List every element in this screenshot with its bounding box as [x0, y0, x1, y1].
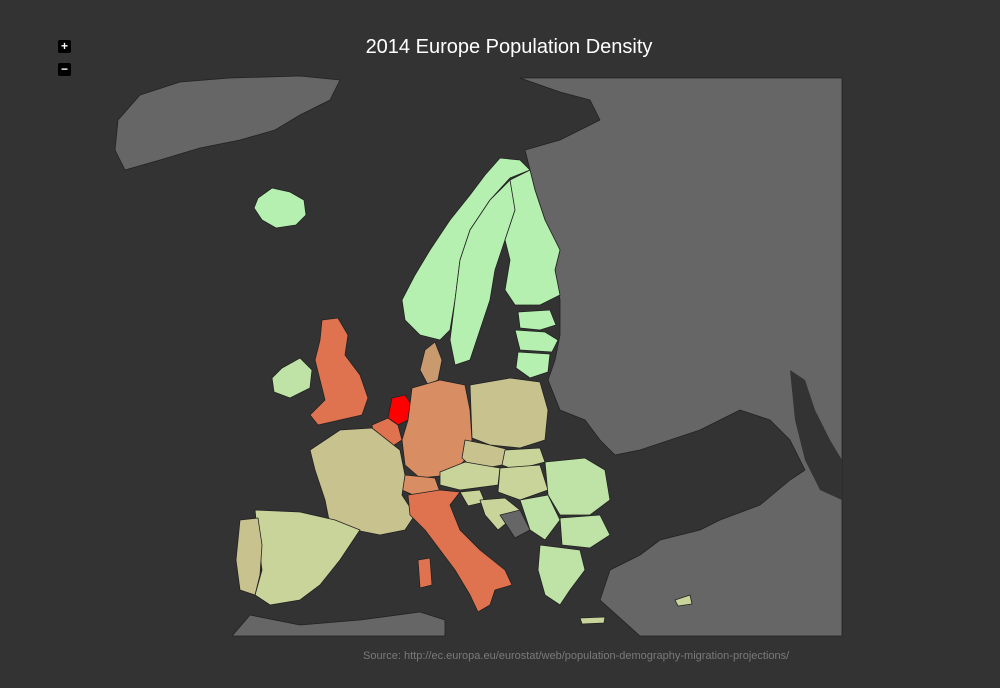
region-greenland: [114, 75, 341, 171]
region-latvia: [514, 329, 559, 353]
region-portugal: [235, 517, 263, 596]
region-serbia: [519, 494, 561, 541]
region-italy: [407, 489, 513, 613]
region-ireland: [271, 357, 313, 399]
region-france: [309, 427, 416, 536]
region-caspian: [790, 370, 842, 500]
region-cyprus: [674, 594, 693, 607]
map-title: 2014 Europe Population Density: [365, 36, 653, 58]
region-estonia: [517, 309, 557, 331]
region-romania: [544, 457, 611, 516]
zoom-out-button[interactable]: −: [58, 63, 71, 76]
region-north-africa: [231, 611, 446, 637]
region-bulgaria: [559, 514, 611, 549]
region-lithuania: [515, 351, 551, 379]
region-hungary: [497, 464, 549, 501]
source-note: Source: http://ec.europa.eu/eurostat/web…: [363, 650, 790, 662]
region-crete: [579, 616, 606, 625]
region-denmark: [419, 341, 443, 386]
region-sardinia: [417, 557, 433, 589]
region-united-kingdom: [309, 317, 369, 426]
region-greece: [537, 544, 586, 606]
region-spain: [254, 509, 361, 606]
region-black-sea: [608, 455, 735, 520]
region-iceland: [253, 187, 307, 229]
region-poland: [469, 377, 549, 449]
region-finland: [504, 169, 561, 306]
region-norway: [401, 157, 531, 341]
zoom-in-button[interactable]: +: [58, 40, 71, 53]
region-austria: [439, 461, 501, 491]
